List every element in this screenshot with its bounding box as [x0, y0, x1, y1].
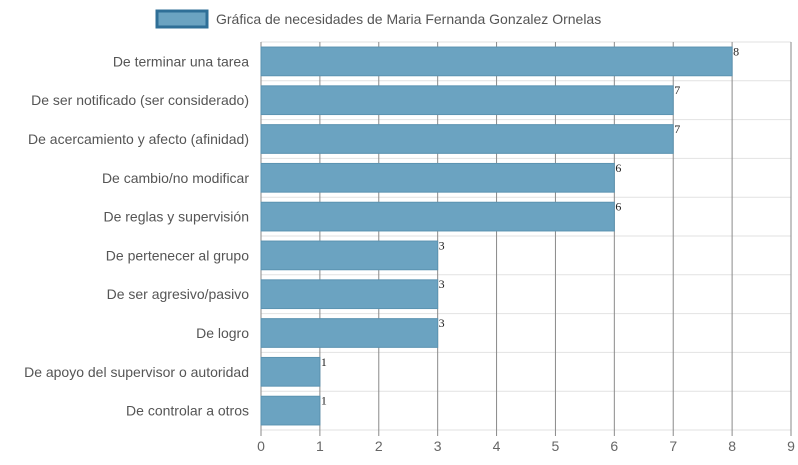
- data-label: 6: [615, 200, 621, 214]
- legend-swatch: [155, 9, 209, 29]
- category-label: De pertenecer al grupo: [106, 247, 249, 263]
- category-label: De acercamiento y afecto (afinidad): [28, 131, 249, 147]
- data-label: 8: [733, 44, 739, 58]
- x-tick-label: 0: [257, 438, 265, 454]
- category-label: De controlar a otros: [126, 403, 249, 419]
- x-tick-label: 8: [728, 438, 736, 454]
- x-tick-label: 5: [552, 438, 560, 454]
- x-tick-label: 4: [493, 438, 501, 454]
- legend[interactable]: Gráfica de necesidades de Maria Fernanda…: [155, 9, 601, 29]
- x-tick-label: 6: [610, 438, 618, 454]
- bar[interactable]: [260, 356, 321, 387]
- x-tick-label: 3: [434, 438, 442, 454]
- x-tick-label: 1: [316, 438, 324, 454]
- category-label: De apoyo del supervisor o autoridad: [24, 364, 249, 380]
- category-label: De reglas y supervisión: [103, 209, 249, 225]
- data-label: 3: [439, 277, 445, 291]
- category-label: De terminar una tarea: [113, 53, 249, 69]
- bar[interactable]: [260, 124, 674, 154]
- category-label: De ser agresivo/pasivo: [107, 286, 250, 302]
- bar[interactable]: [260, 318, 439, 348]
- x-tick-label: 7: [669, 438, 677, 454]
- data-label: 1: [321, 394, 327, 408]
- bar[interactable]: [260, 201, 615, 232]
- x-tick-label: 2: [375, 438, 383, 454]
- bar[interactable]: [260, 240, 439, 271]
- x-tick-label: 9: [787, 438, 795, 454]
- category-label: De ser notificado (ser considerado): [31, 92, 249, 108]
- category-label: De logro: [196, 325, 249, 341]
- bar[interactable]: [260, 85, 674, 116]
- bar[interactable]: [260, 395, 321, 426]
- data-label: 7: [674, 122, 680, 136]
- category-label: De cambio/no modificar: [102, 170, 249, 186]
- bar[interactable]: [260, 279, 439, 310]
- bars: [260, 46, 733, 426]
- data-label: 6: [615, 161, 621, 175]
- bar[interactable]: [260, 162, 615, 193]
- legend-label: Gráfica de necesidades de Maria Fernanda…: [216, 11, 601, 27]
- data-label: 1: [321, 355, 327, 369]
- data-label: 3: [439, 238, 445, 252]
- data-label: 7: [674, 83, 680, 97]
- data-label: 3: [439, 316, 445, 330]
- labels: 0 1 2 3 4 5 6 7 8 9 De terminar una tarea 8 De ser n…: [24, 44, 795, 454]
- bar[interactable]: [260, 46, 733, 77]
